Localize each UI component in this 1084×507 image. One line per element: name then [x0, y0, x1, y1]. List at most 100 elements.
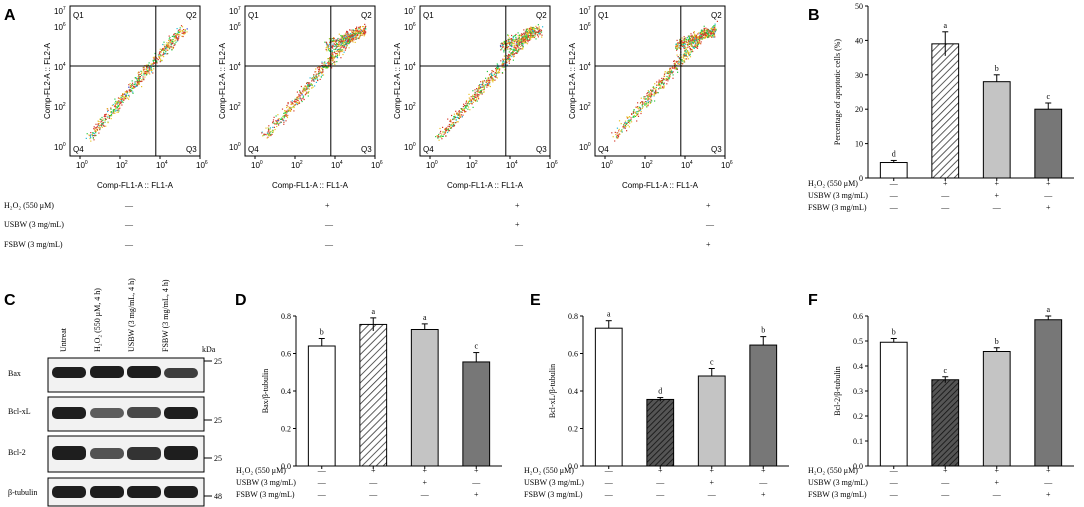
flow-scatter-points [611, 20, 718, 142]
flow-point [506, 64, 508, 66]
treatment-cell: — [940, 191, 950, 200]
flow-point [669, 74, 671, 76]
flow-point [318, 66, 320, 68]
flow-point [300, 98, 302, 100]
flow-point [523, 40, 525, 42]
flow-point [697, 40, 699, 42]
significance-letter: b [320, 328, 324, 337]
flow-point [479, 93, 481, 95]
flow-point [351, 38, 353, 41]
flow-point [512, 37, 514, 39]
flow-point [143, 74, 145, 76]
flow-point [540, 29, 542, 31]
flow-point [105, 113, 107, 115]
flow-point [712, 29, 714, 31]
flow-point [98, 121, 100, 123]
flow-point [136, 84, 138, 86]
flow-point [709, 35, 711, 38]
flow-point [162, 43, 164, 46]
y-tick-label: 0.6 [281, 350, 291, 359]
flow-point [626, 122, 628, 124]
treatment-cell: + [1046, 466, 1051, 475]
flow-point [278, 124, 280, 126]
flow-point [538, 29, 540, 31]
flow-point [99, 127, 101, 129]
flow-point [494, 79, 496, 81]
flow-point [91, 134, 93, 136]
flow-point [331, 38, 333, 40]
flow-point [298, 93, 300, 95]
flow-point [539, 34, 541, 36]
flow-point [89, 136, 91, 138]
flow-point [276, 125, 278, 128]
flow-point [137, 80, 139, 83]
significance-letter: b [892, 328, 896, 337]
flow-point [338, 40, 340, 42]
flow-point [485, 77, 487, 79]
y-tick-label: 0.1 [853, 437, 863, 446]
flow-point [338, 43, 340, 45]
flow-point [169, 48, 171, 50]
flow-point [171, 35, 173, 37]
flow-point [520, 42, 523, 44]
flow-point [467, 101, 469, 104]
flow-point [354, 36, 356, 39]
flow-point [319, 70, 321, 72]
flow-x-axis-label: Comp-FL1-A :: FL1-A [447, 181, 524, 190]
flow-point [698, 32, 700, 34]
flow-point [326, 42, 328, 44]
flow-point [156, 62, 158, 64]
flow-point [529, 34, 531, 37]
flow-point [710, 31, 712, 33]
flow-point [110, 111, 113, 114]
flow-point [313, 79, 315, 81]
flow-point [540, 31, 543, 33]
flow-point [114, 110, 116, 112]
flow-point [120, 98, 123, 100]
flow-point [290, 108, 292, 110]
flow-point [265, 127, 267, 129]
flow-point [684, 46, 686, 48]
flow-point [515, 47, 517, 49]
flow-point [476, 89, 478, 91]
flow-point [501, 72, 504, 74]
flow-point [508, 58, 510, 60]
flow-point [110, 108, 112, 110]
flow-point [272, 121, 274, 123]
flow-point [646, 93, 648, 95]
flow-point [697, 36, 699, 38]
flow-point [316, 76, 318, 78]
flow-point [489, 79, 491, 81]
marker-bcl2: 25 [214, 454, 222, 463]
flow-point [347, 40, 349, 42]
y-tick-label: 40 [855, 36, 863, 45]
flow-point [110, 111, 112, 113]
treatment-label: H₂O₂ (550 μM) [808, 466, 858, 475]
flow-point [503, 55, 505, 57]
flow-point [354, 41, 356, 43]
flow-point [682, 46, 685, 48]
flow-point [465, 102, 467, 104]
flow-point [531, 36, 533, 39]
flow-point [652, 90, 654, 92]
flow-point [681, 43, 683, 45]
flow-point [682, 56, 684, 58]
flow-point [175, 36, 177, 38]
flow-point [715, 28, 717, 30]
flow-point [487, 78, 489, 80]
flow-point [634, 112, 637, 114]
flow-point [525, 37, 527, 39]
flow-point [106, 108, 108, 110]
flow-point [447, 130, 450, 132]
flow-point [713, 36, 715, 38]
quadrant-label-q3: Q3 [536, 145, 547, 154]
flow-point [173, 36, 175, 38]
significance-letter: a [371, 307, 375, 316]
flow-scatter-points [261, 23, 367, 139]
y-tick-label: 104 [229, 62, 241, 72]
flow-point [172, 38, 174, 41]
flow-point [668, 73, 670, 75]
flow-point [162, 48, 164, 50]
flow-point [341, 42, 343, 44]
flow-point [159, 51, 161, 53]
